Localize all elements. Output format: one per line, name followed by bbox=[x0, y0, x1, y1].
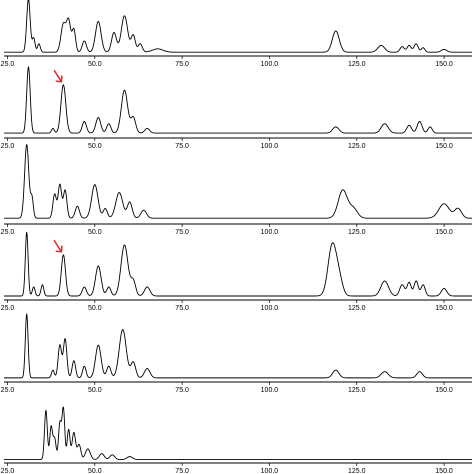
x-tick-label: 100.0 bbox=[261, 468, 279, 474]
chromatogram-panel-3: 25.0 50.0 75.0 100.0 125.0 150.0 bbox=[1, 144, 473, 236]
x-tick-label: 75.0 bbox=[175, 305, 189, 312]
chromatogram-panel-5: 25.0 50.0 75.0 100.0 125.0 150.0 bbox=[1, 313, 473, 394]
x-tick-label: 150.0 bbox=[435, 143, 453, 150]
chromatogram-trace bbox=[3, 406, 473, 461]
x-tick-label: 75.0 bbox=[175, 468, 189, 474]
x-tick-label: 150.0 bbox=[435, 305, 453, 312]
x-tick-label: 25.0 bbox=[1, 143, 15, 150]
x-tick-label: 100.0 bbox=[261, 305, 279, 312]
chromatogram-trace bbox=[3, 0, 473, 53]
x-tick-label: 75.0 bbox=[175, 387, 189, 394]
x-tick-label: 75.0 bbox=[175, 61, 189, 68]
x-tick-label: 125.0 bbox=[348, 229, 366, 236]
chromatogram-panel-6: 25.0 50.0 75.0 100.0 125.0 150.0 bbox=[1, 406, 473, 474]
x-tick-label: 125.0 bbox=[348, 305, 366, 312]
x-tick-label: 125.0 bbox=[348, 468, 366, 474]
x-tick-label: 100.0 bbox=[261, 229, 279, 236]
x-tick-label: 75.0 bbox=[175, 229, 189, 236]
chromatogram-trace bbox=[3, 313, 473, 379]
x-tick-label: 100.0 bbox=[261, 61, 279, 68]
x-tick-label: 50.0 bbox=[88, 305, 102, 312]
x-tick-label: 50.0 bbox=[88, 387, 102, 394]
x-tick-label: 50.0 bbox=[88, 229, 102, 236]
x-tick-label: 150.0 bbox=[435, 61, 453, 68]
x-tick-label: 100.0 bbox=[261, 143, 279, 150]
x-tick-label: 25.0 bbox=[1, 305, 15, 312]
chromatogram-trace bbox=[3, 231, 473, 297]
x-tick-label: 50.0 bbox=[88, 61, 102, 68]
chromatogram-panel-4: 25.0 50.0 75.0 100.0 125.0 150.0 bbox=[1, 231, 473, 312]
chromatogram-panel-2: 25.0 50.0 75.0 100.0 125.0 150.0 bbox=[1, 66, 473, 150]
x-tick-label: 25.0 bbox=[1, 61, 15, 68]
x-tick-label: 125.0 bbox=[348, 61, 366, 68]
x-tick-label: 150.0 bbox=[435, 387, 453, 394]
x-tick-label: 25.0 bbox=[1, 387, 15, 394]
peak-arrow-marker bbox=[53, 239, 63, 253]
x-tick-label: 50.0 bbox=[88, 143, 102, 150]
x-tick-label: 100.0 bbox=[261, 387, 279, 394]
x-tick-label: 75.0 bbox=[175, 143, 189, 150]
x-tick-label: 25.0 bbox=[1, 468, 15, 474]
chromatogram-panel-1: 25.0 50.0 75.0 100.0 125.0 150.0 bbox=[1, 0, 473, 68]
x-tick-label: 125.0 bbox=[348, 143, 366, 150]
chromatogram-trace bbox=[3, 66, 473, 134]
x-tick-label: 50.0 bbox=[88, 468, 102, 474]
chromatogram-trace bbox=[3, 144, 473, 219]
peak-arrow-marker bbox=[53, 69, 63, 83]
x-tick-label: 150.0 bbox=[435, 229, 453, 236]
x-tick-label: 125.0 bbox=[348, 387, 366, 394]
x-tick-label: 150.0 bbox=[435, 468, 453, 474]
x-tick-label: 25.0 bbox=[1, 229, 15, 236]
